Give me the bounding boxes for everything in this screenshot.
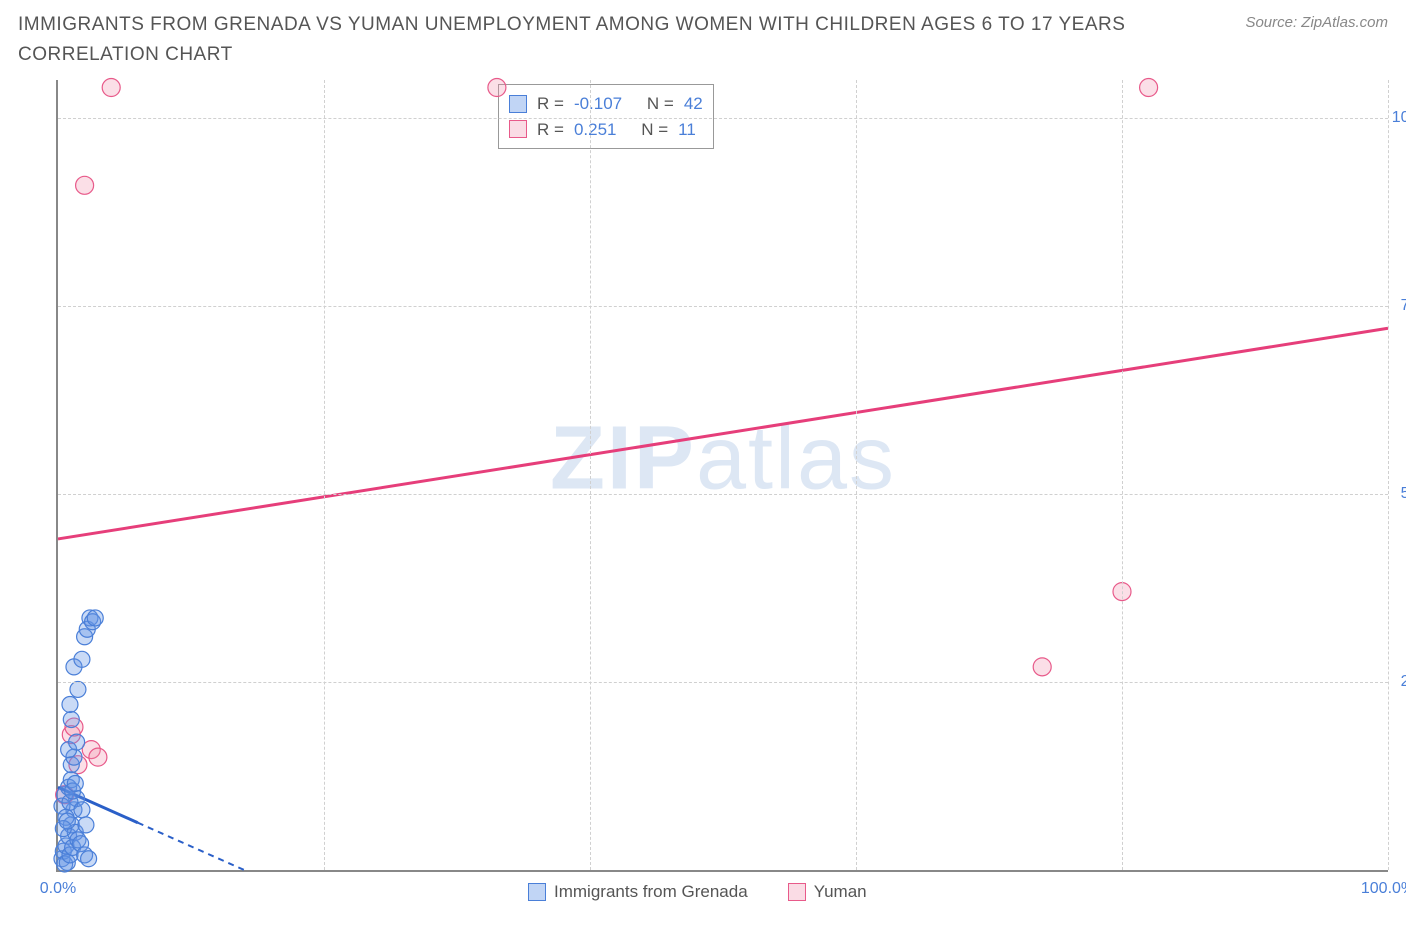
y-tick-label: 75.0%: [1401, 297, 1406, 315]
data-point: [87, 610, 103, 626]
data-point: [63, 712, 79, 728]
data-point: [1033, 658, 1051, 676]
data-point: [70, 681, 86, 697]
trend-line: [58, 328, 1388, 539]
plot-area: R = -0.107 N = 42 R = 0.251 N = 11 ZIPat…: [56, 80, 1388, 872]
gridline: [58, 494, 1388, 495]
data-point: [59, 813, 75, 829]
gridline: [324, 80, 325, 870]
swatch-icon: [528, 883, 546, 901]
legend-item: Yuman: [788, 882, 867, 902]
data-point: [62, 696, 78, 712]
gridline: [58, 118, 1388, 119]
series-legend: Immigrants from Grenada Yuman: [528, 882, 867, 902]
data-point: [74, 802, 90, 818]
data-point: [74, 651, 90, 667]
chart-container: Unemployment Among Women with Children A…: [18, 80, 1388, 920]
gridline: [58, 682, 1388, 683]
gridline: [1388, 80, 1389, 870]
data-point: [1140, 79, 1158, 97]
y-tick-label: 100.0%: [1392, 109, 1406, 127]
x-tick-label: 100.0%: [1361, 880, 1406, 898]
x-tick-label: 0.0%: [40, 880, 76, 898]
data-point: [78, 817, 94, 833]
data-point: [102, 79, 120, 97]
data-point: [76, 176, 94, 194]
scatter-svg: [58, 80, 1388, 870]
y-tick-label: 50.0%: [1401, 485, 1406, 503]
legend-label: Immigrants from Grenada: [554, 882, 748, 902]
gridline: [856, 80, 857, 870]
swatch-icon: [788, 883, 806, 901]
trend-line: [138, 823, 244, 870]
source-attribution: Source: ZipAtlas.com: [1245, 10, 1388, 31]
chart-title: IMMIGRANTS FROM GRENADA VS YUMAN UNEMPLO…: [18, 10, 1168, 71]
data-point: [67, 775, 83, 791]
y-tick-label: 25.0%: [1401, 673, 1406, 691]
data-point: [81, 851, 97, 867]
data-point: [69, 734, 85, 750]
gridline: [58, 306, 1388, 307]
legend-item: Immigrants from Grenada: [528, 882, 748, 902]
data-point: [89, 748, 107, 766]
gridline: [1122, 80, 1123, 870]
legend-label: Yuman: [814, 882, 867, 902]
gridline: [590, 80, 591, 870]
data-point: [488, 79, 506, 97]
